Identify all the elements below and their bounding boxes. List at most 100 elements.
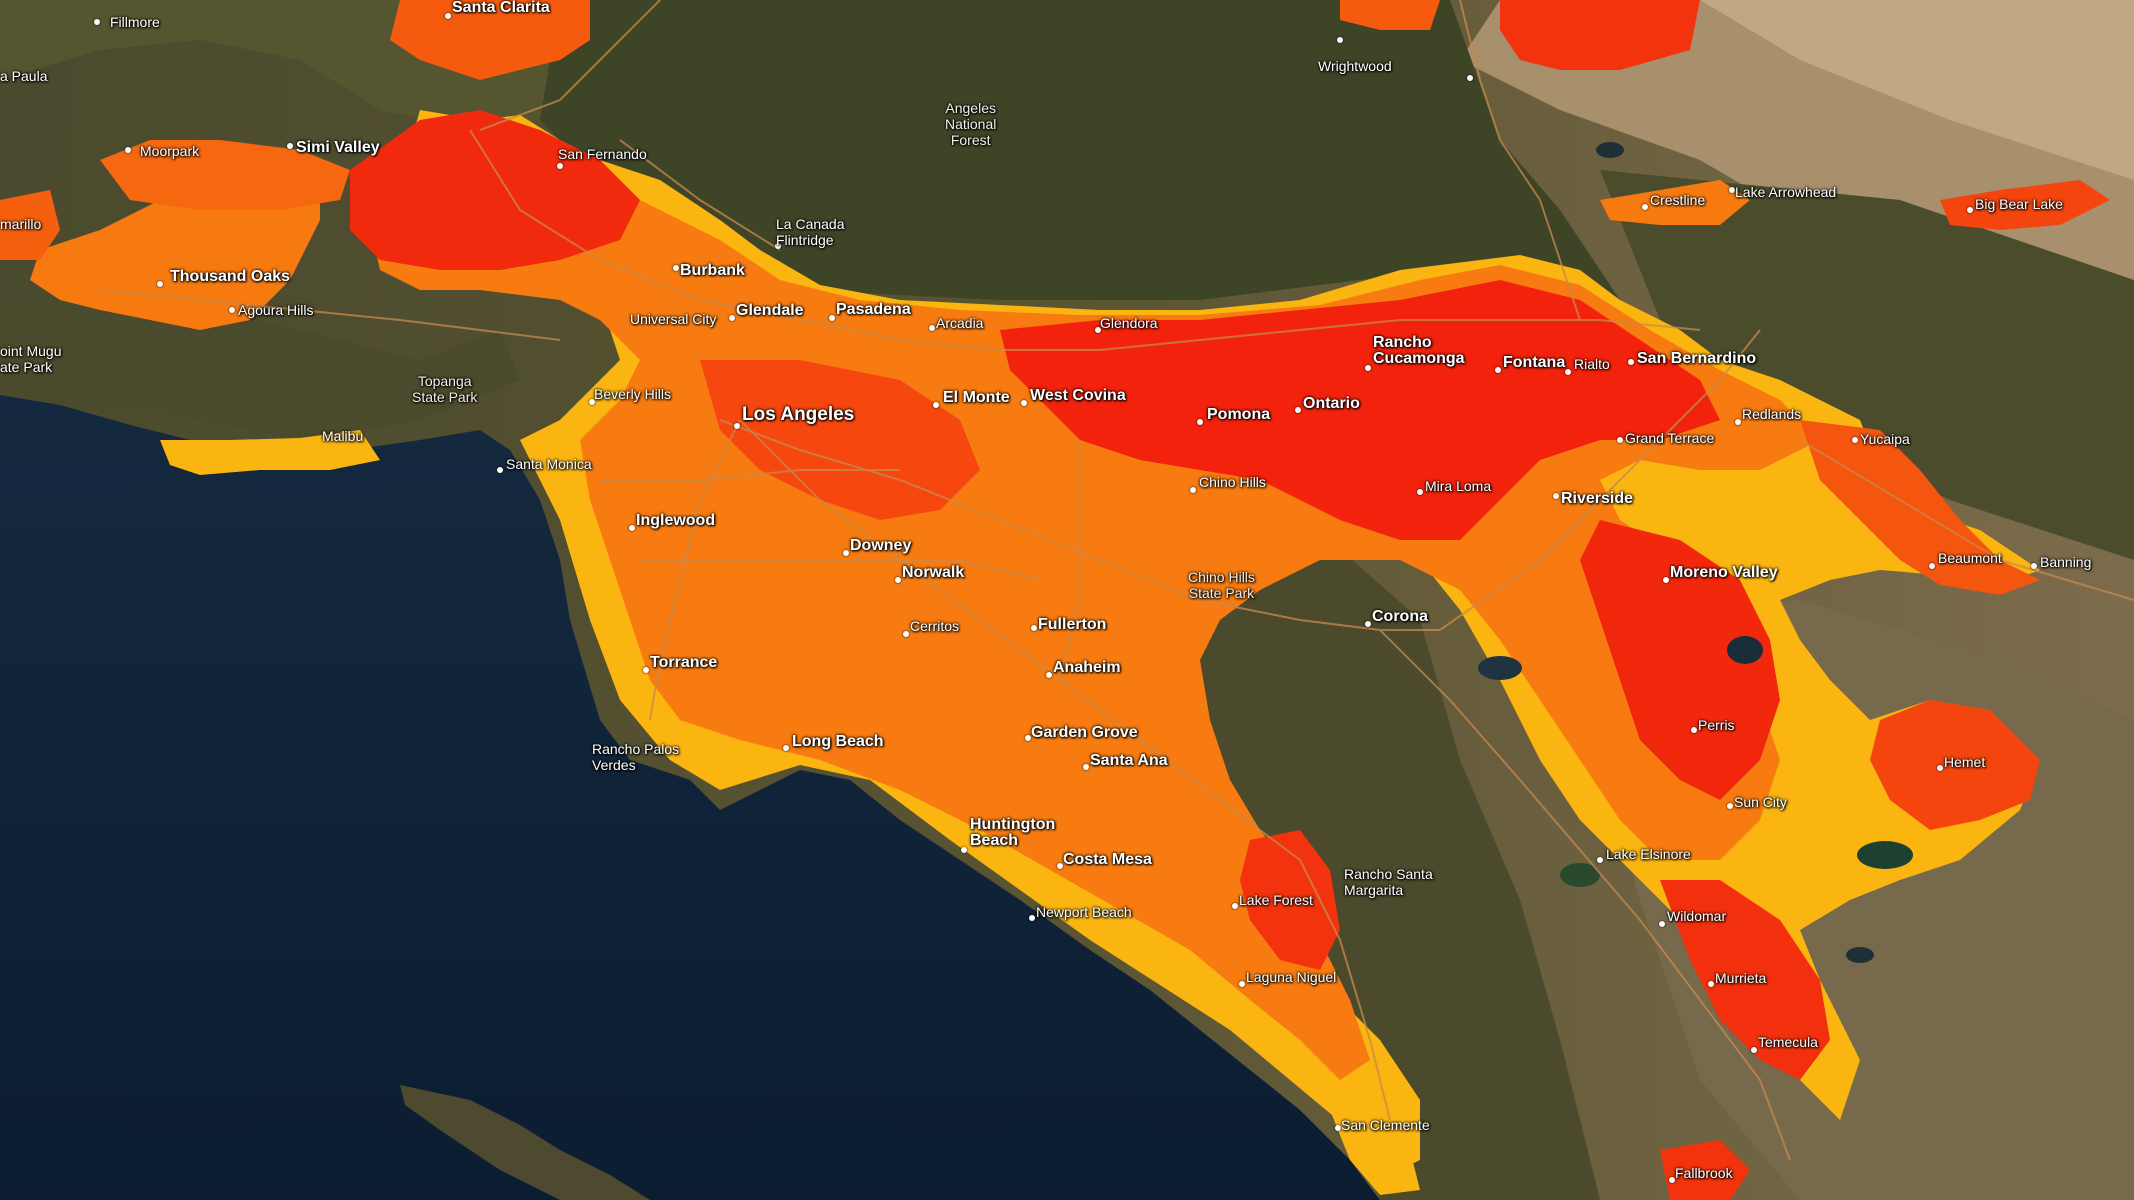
place-label-arcadia[interactable]: Arcadia [936,315,984,331]
place-marker-dot [229,307,235,313]
place-label-wildomar[interactable]: Wildomar [1667,908,1727,924]
place-label-santa-clarita[interactable]: Santa Clarita [452,0,550,16]
place-label-fillmore[interactable]: Fillmore [110,14,160,30]
place-label-moorpark[interactable]: Moorpark [140,143,200,159]
place-label-los-angeles[interactable]: Los Angeles [742,404,855,425]
place-label-murrieta[interactable]: Murrieta [1715,970,1767,986]
place-label-ontario[interactable]: Ontario [1303,395,1360,412]
place-label-la-canada-flintridge[interactable]: La Canada Flintridge [776,216,845,248]
place-label-san-clemente[interactable]: San Clemente [1341,1117,1430,1133]
place-label-santa-monica[interactable]: Santa Monica [506,456,592,472]
place-label-rancho-cucamonga[interactable]: Rancho Cucamonga [1373,334,1465,367]
place-label-fontana[interactable]: Fontana [1503,354,1566,371]
place-label-fullerton[interactable]: Fullerton [1038,616,1107,633]
place-label-sun-city[interactable]: Sun City [1734,794,1787,810]
place-label-san-bernardino[interactable]: San Bernardino [1637,350,1757,367]
place-label-lake-elsinore[interactable]: Lake Elsinore [1606,846,1691,862]
place-label-banning[interactable]: Banning [2040,554,2092,570]
place-label-laguna-niguel[interactable]: Laguna Niguel [1246,969,1337,985]
place-label-thousand-oaks[interactable]: Thousand Oaks [170,268,291,285]
place-label-lake-forest[interactable]: Lake Forest [1239,892,1313,908]
place-label-costa-mesa[interactable]: Costa Mesa [1063,851,1152,868]
place-label-big-bear-lake[interactable]: Big Bear Lake [1975,196,2063,212]
place-marker-dot [1417,489,1423,495]
place-label-anaheim[interactable]: Anaheim [1053,659,1121,676]
place-label-pomona[interactable]: Pomona [1207,406,1271,423]
place-label-redlands[interactable]: Redlands [1742,406,1802,422]
place-label-garden-grove[interactable]: Garden Grove [1031,724,1138,741]
place-label-lake-arrowhead[interactable]: Lake Arrowhead [1735,184,1837,200]
place-label-grand-terrace[interactable]: Grand Terrace [1625,430,1715,446]
place-label-fallbrook[interactable]: Fallbrook [1675,1165,1733,1181]
place-label-perris[interactable]: Perris [1698,717,1735,733]
heat-patch-hemet [1870,700,2040,830]
place-label-burbank[interactable]: Burbank [680,262,745,279]
place-label-riverside[interactable]: Riverside [1561,490,1634,507]
desert-region-2 [1700,0,2134,180]
place-marker-dot [1495,367,1501,373]
place-label-san-fernando[interactable]: San Fernando [558,146,647,162]
place-marker-dot [94,19,100,25]
place-label-torrance[interactable]: Torrance [650,654,718,671]
place-label-rialto[interactable]: Rialto [1574,356,1610,372]
place-label-moreno-valley[interactable]: Moreno Valley [1670,564,1778,581]
place-label-point-mugu-state-park[interactable]: oint Mugu ate Park [0,343,62,375]
place-label-crestline[interactable]: Crestline [1650,192,1706,208]
place-label-rancho-palos-verdes[interactable]: Rancho Palos Verdes [592,741,680,773]
place-label-beverly-hills[interactable]: Beverly Hills [594,386,672,402]
place-marker-dot [589,399,595,405]
place-label-santa-ana[interactable]: Santa Ana [1090,752,1168,769]
santa-monica-mountains [0,300,520,440]
place-label-agoura-hills[interactable]: Agoura Hills [238,302,314,318]
place-label-long-beach[interactable]: Long Beach [792,733,884,750]
place-label-santa-paula[interactable]: a Paula [0,68,48,84]
place-label-camarillo[interactable]: marillo [0,216,42,232]
park-label-topanga-state-park[interactable]: Topanga State Park [412,373,478,405]
place-label-mira-loma[interactable]: Mira Loma [1425,478,1492,494]
place-marker-dot [903,631,909,637]
place-label-downey[interactable]: Downey [850,537,912,554]
place-label-beaumont[interactable]: Beaumont [1938,550,2002,566]
place-label-corona[interactable]: Corona [1372,608,1428,625]
place-label-pasadena[interactable]: Pasadena [836,301,911,318]
highway-network [99,0,2134,1161]
place-label-universal-city[interactable]: Universal City [630,311,717,327]
place-label-huntington-beach[interactable]: Huntington Beach [970,816,1056,849]
place-label-inglewood[interactable]: Inglewood [636,512,716,529]
place-marker-dot [1095,327,1101,333]
place-marker-dot [1365,621,1371,627]
place-label-temecula[interactable]: Temecula [1758,1034,1818,1050]
place-label-cerritos[interactable]: Cerritos [910,618,960,634]
place-marker-dot [1565,369,1571,375]
place-label-yucaipa[interactable]: Yucaipa [1860,431,1910,447]
place-label-glendale[interactable]: Glendale [736,302,804,319]
heat-patch-hesperia [1500,0,1700,70]
place-label-wrightwood[interactable]: Wrightwood [1318,58,1392,74]
place-marker-dot [734,423,740,429]
place-marker-dot [1046,672,1052,678]
place-marker-dot [1239,981,1245,987]
place-label-simi-valley[interactable]: Simi Valley [296,139,380,156]
place-label-chino-hills[interactable]: Chino Hills [1199,474,1266,490]
heat-zone-hot-east [1000,280,1720,540]
place-marker-dot [1735,419,1741,425]
place-label-malibu[interactable]: Malibu [322,428,364,444]
heat-zone-hot-murrieta [1660,880,1830,1080]
place-marker-dot [729,315,735,321]
park-label-angeles-national-forest[interactable]: Angeles National Forest [945,100,997,148]
place-marker-dot [643,667,649,673]
place-marker-dot [497,467,503,473]
place-label-newport-beach[interactable]: Newport Beach [1036,904,1132,920]
place-label-west-covina[interactable]: West Covina [1030,387,1126,404]
place-marker-dot [1929,563,1935,569]
place-label-norwalk[interactable]: Norwalk [902,564,965,581]
place-marker-dot [829,315,835,321]
place-label-el-monte[interactable]: El Monte [943,389,1010,406]
place-label-hemet[interactable]: Hemet [1944,754,1986,770]
place-label-glendora[interactable]: Glendora [1100,315,1158,331]
park-label-chino-hills-state-park[interactable]: Chino Hills State Park [1188,569,1255,601]
place-marker-dot [1691,727,1697,733]
place-label-rancho-santa-margarita[interactable]: Rancho Santa Margarita [1344,866,1433,898]
